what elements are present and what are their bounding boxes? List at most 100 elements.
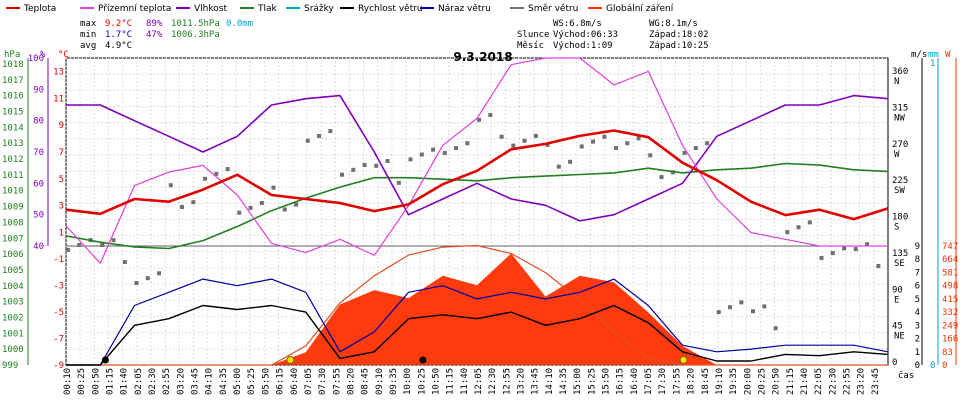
wind-direction-point xyxy=(374,163,379,168)
wind-direction-point xyxy=(865,242,870,247)
wind-direction-point xyxy=(591,139,596,144)
wind-direction-point xyxy=(317,133,322,138)
wind-direction-point xyxy=(488,112,493,117)
wind-direction-point xyxy=(579,144,584,149)
x-tick-label: 19:35 xyxy=(729,368,739,395)
x-tick-label: 21:40 xyxy=(800,368,810,395)
x-tick-label: 23:20 xyxy=(857,368,867,395)
wind-direction-point xyxy=(636,136,641,141)
legend-tlak: Tlak xyxy=(257,4,278,14)
stat-max-label: max xyxy=(80,19,97,29)
direction-tick-label: 315 xyxy=(892,104,908,114)
x-axis-label: čas xyxy=(898,370,914,381)
w-tick-label: 747 xyxy=(942,242,958,252)
wind-direction-point xyxy=(168,183,173,188)
wind-direction-point xyxy=(682,150,687,155)
x-tick-label: 16:40 xyxy=(630,368,640,395)
stat-max-rain: 0.0mm xyxy=(226,19,253,29)
wind-direction-point xyxy=(282,207,287,212)
unit-mm: mm xyxy=(928,50,939,60)
hpa-tick-label: 1017 xyxy=(2,76,24,86)
x-tick-label: 11:40 xyxy=(460,368,470,395)
hpa-tick-label: 1016 xyxy=(2,92,24,102)
hpa-tick-label: 1015 xyxy=(2,108,24,118)
temp-tick-label: 3 xyxy=(59,202,64,212)
pct-tick-label: 80 xyxy=(33,117,44,127)
wind-direction-point xyxy=(796,225,801,230)
stat-avg-temp: 4.9°C xyxy=(105,41,132,51)
wind-direction-point xyxy=(728,305,733,310)
hpa-tick-label: 999 xyxy=(2,361,18,371)
x-tick-label: 05:25 xyxy=(247,368,257,395)
series-tlak xyxy=(65,162,889,250)
direction-tick-label: 180 xyxy=(892,213,908,223)
wind-direction-point xyxy=(545,142,550,147)
temp-tick-label: -5 xyxy=(53,308,64,318)
temp-tick-label: -3 xyxy=(53,282,64,292)
hpa-tick-label: 1007 xyxy=(2,234,24,244)
info-mesic-vychod: Východ:1:09 xyxy=(553,41,613,51)
wind-direction-point xyxy=(111,238,116,243)
x-tick-label: 13:45 xyxy=(531,368,541,395)
series-rychlost-vetru xyxy=(66,304,889,366)
w-tick-label: 664 xyxy=(942,255,958,265)
wind-direction-point xyxy=(659,175,664,180)
pct-tick-label: 40 xyxy=(33,242,44,252)
ms-tick-label: 5 xyxy=(915,295,920,305)
legend-rychlost-vetru: Rychlost větru xyxy=(358,4,423,14)
sunrise-marker xyxy=(286,356,295,364)
wind-direction-point xyxy=(807,220,812,225)
wind-direction-point xyxy=(499,134,504,139)
pct-tick-label: 100 xyxy=(28,54,44,64)
hpa-tick-label: 1004 xyxy=(2,282,24,292)
pct-tick-label: 50 xyxy=(33,211,44,221)
x-tick-label: 17:55 xyxy=(672,368,682,395)
moonset-marker xyxy=(419,356,427,364)
unit-ms: m/s xyxy=(911,50,927,60)
wind-direction-point xyxy=(465,141,470,146)
hpa-tick-label: 1013 xyxy=(2,139,24,149)
wind-direction-point xyxy=(396,180,401,185)
legend-vlhkost: Vlhkost xyxy=(194,4,227,14)
w-tick-label: 0 xyxy=(942,361,947,371)
wind-direction-point xyxy=(122,259,127,264)
wind-direction-point xyxy=(145,276,150,281)
ms-tick-label: 9 xyxy=(915,242,920,252)
wind-direction-point xyxy=(191,200,196,205)
temp-tick-label: -7 xyxy=(53,335,64,345)
wind-direction-point xyxy=(214,171,219,176)
direction-compass-label: W xyxy=(894,150,900,160)
wind-direction-point xyxy=(842,246,847,251)
w-tick-label: 83 xyxy=(942,348,953,358)
wind-direction-point xyxy=(225,167,230,172)
unit-w: W xyxy=(945,50,951,60)
x-tick-label: 20:00 xyxy=(743,368,753,395)
wind-direction-point xyxy=(237,210,242,215)
wind-direction-point xyxy=(602,134,607,139)
ms-tick-label: 1 xyxy=(915,348,920,358)
x-tick-label: 07:30 xyxy=(318,368,328,395)
x-tick-label: 00:25 xyxy=(77,368,87,395)
x-tick-label: 15:25 xyxy=(587,368,597,395)
wind-direction-point xyxy=(762,304,767,309)
wind-direction-point xyxy=(134,280,139,285)
x-tick-label: 08:20 xyxy=(346,368,356,395)
unit-degc: °C xyxy=(58,50,69,60)
hpa-tick-label: 1003 xyxy=(2,298,24,308)
hpa-tick-label: 1011 xyxy=(2,171,24,181)
info-block: WS:6.8m/s WG:8.1m/s Slunce Východ:06:33 … xyxy=(517,19,709,51)
x-tick-label: 18:45 xyxy=(701,368,711,395)
ms-tick-label: 3 xyxy=(915,321,920,331)
x-tick-label: 17:30 xyxy=(658,368,668,395)
info-mesic-label: Měsíc xyxy=(517,41,544,51)
wind-direction-point xyxy=(340,172,344,177)
wind-direction-point xyxy=(716,310,721,315)
wind-direction-point xyxy=(522,138,527,143)
temp-tick-label: 9 xyxy=(59,121,64,131)
temp-tick-label: 11 xyxy=(53,94,64,104)
legend-teplota: Teplota xyxy=(23,4,56,14)
wind-direction-point xyxy=(830,251,835,256)
mm-tick-label: 1 xyxy=(930,59,935,69)
wind-direction-point xyxy=(693,146,698,151)
hpa-tick-label: 1012 xyxy=(2,155,24,165)
